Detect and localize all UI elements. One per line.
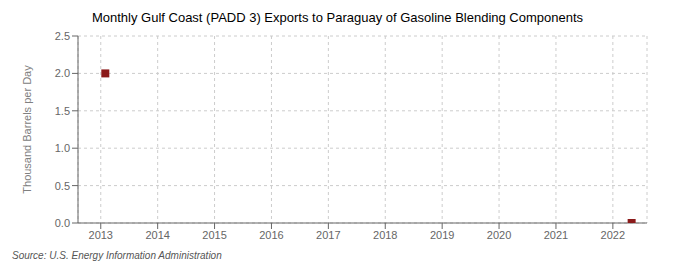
svg-text:2018: 2018 [373, 229, 397, 241]
svg-text:0.5: 0.5 [55, 180, 70, 192]
svg-text:2020: 2020 [487, 229, 511, 241]
svg-text:2014: 2014 [145, 229, 169, 241]
svg-text:2.0: 2.0 [55, 67, 70, 79]
html-text:Monthly Gulf Coast (PADD 3) Ex: Monthly Gulf Coast (PADD 3) Exports to P… [91, 10, 584, 25]
svg-text:0.0: 0.0 [55, 217, 70, 229]
svg-text:2022: 2022 [601, 229, 625, 241]
svg-text:2017: 2017 [316, 229, 340, 241]
svg-text:2019: 2019 [430, 229, 454, 241]
svg-text:2013: 2013 [89, 229, 113, 241]
svg-text:2016: 2016 [259, 229, 283, 241]
svg-text:2021: 2021 [544, 229, 568, 241]
svg-text:1.5: 1.5 [55, 105, 70, 117]
svg-text:1.0: 1.0 [55, 142, 70, 154]
svg-text:2.5: 2.5 [55, 30, 70, 42]
svg-text:Thousand Barrels per Day: Thousand Barrels per Day [21, 65, 33, 194]
html-text:Source: U.S. Energy Informatio: Source: U.S. Energy Information Administ… [12, 250, 222, 261]
svg-text:2015: 2015 [202, 229, 226, 241]
